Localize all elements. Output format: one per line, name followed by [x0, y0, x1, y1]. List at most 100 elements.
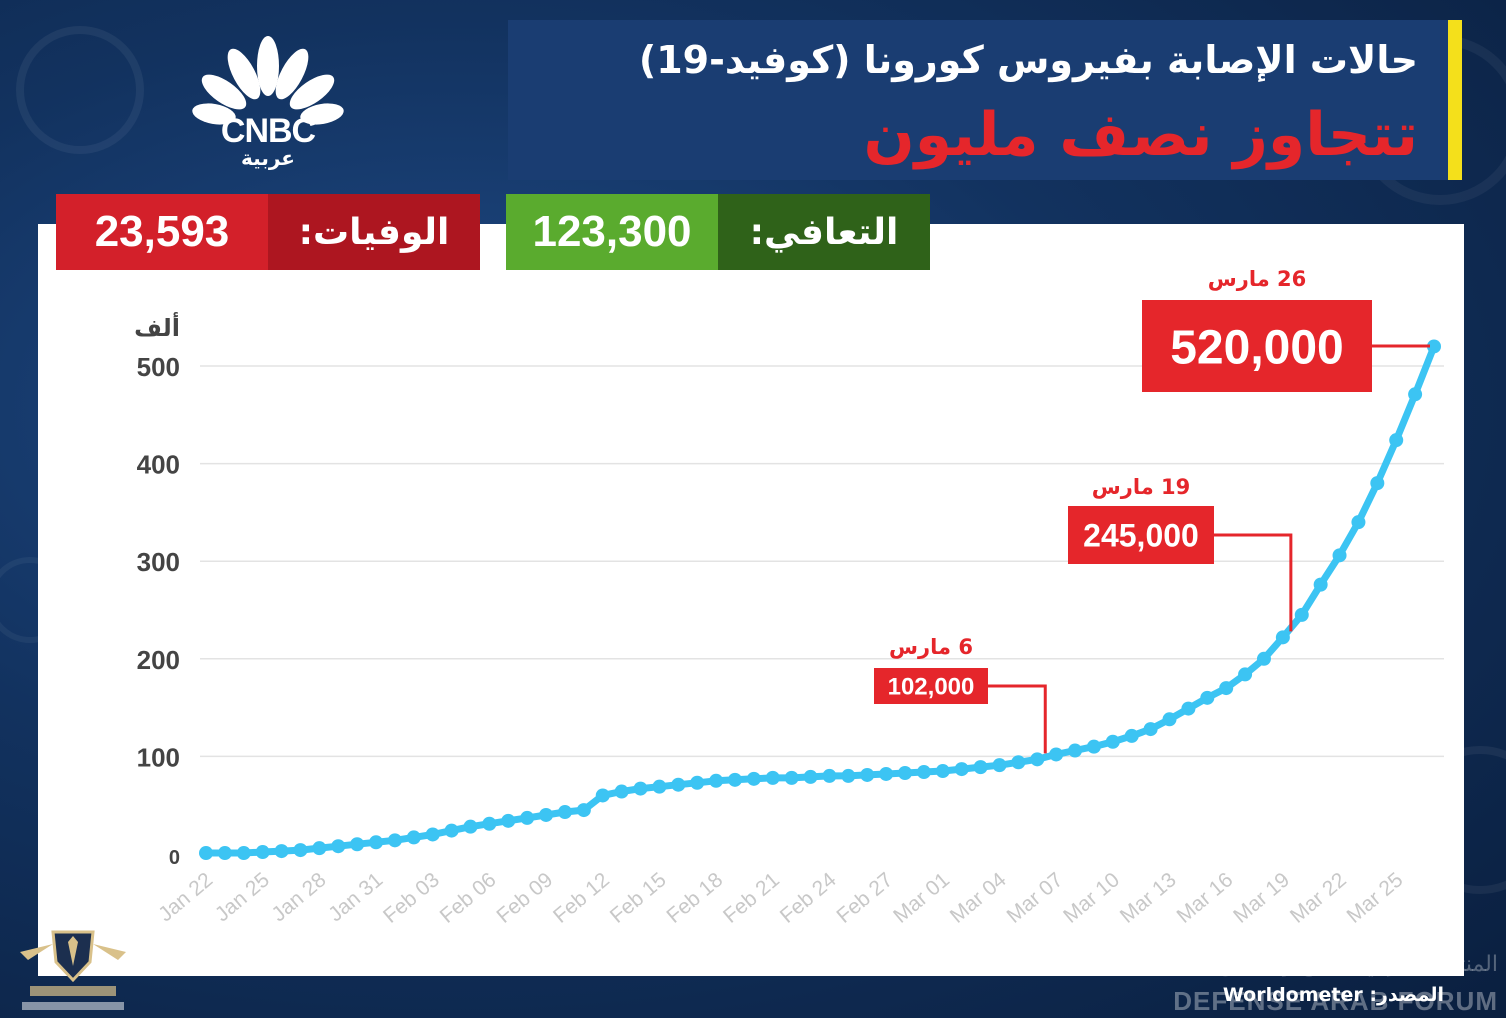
data-point [1030, 752, 1045, 767]
title-accent-bar [1448, 20, 1462, 180]
brand-sub: عربية [241, 146, 295, 170]
annotation-value: 520,000 [1170, 321, 1344, 374]
brand-name: CNBC [220, 112, 316, 150]
data-point [709, 773, 724, 788]
annotation-connector [988, 684, 1047, 754]
chart-panel: 0 100 200 300 400 500 ألف Jan 22 Jan 25 Jan 28 Jan… [38, 224, 1464, 976]
x-tick-label: Mar 16 [1173, 868, 1238, 928]
data-point [992, 758, 1007, 773]
data-point [1389, 433, 1404, 448]
y-tick-label: 200 [137, 645, 180, 675]
data-point [1049, 747, 1064, 762]
data-point [557, 805, 572, 820]
x-tick-label: Jan 31 [324, 868, 387, 926]
data-point [879, 766, 894, 781]
data-point [784, 770, 799, 785]
x-tick-label: Jan 28 [267, 868, 330, 926]
data-point [652, 779, 667, 794]
data-point [199, 846, 213, 861]
x-tick-label: Feb 24 [776, 868, 841, 928]
data-point [595, 788, 610, 803]
annotation-date: 19 مارس [1092, 475, 1191, 499]
annotation-date: 6 مارس [889, 635, 973, 659]
title-line-2: تتجاوز نصف مليون [863, 100, 1418, 170]
data-point [916, 765, 931, 780]
x-tick-label: Jan 22 [154, 868, 217, 926]
x-tick-label: Feb 15 [606, 868, 671, 928]
data-point [954, 762, 969, 777]
data-point [369, 835, 384, 850]
data-point [350, 837, 365, 852]
data-point [935, 764, 950, 779]
data-point [803, 769, 818, 784]
data-point [406, 830, 421, 845]
y-tick-label: 300 [137, 547, 180, 577]
y-unit-label: ألف [134, 312, 180, 342]
data-point [576, 803, 591, 818]
data-point [1011, 755, 1026, 770]
title-line-1: حالات الإصابة بفيروس كورونا (كوفيد-19) [638, 38, 1418, 82]
data-point [501, 813, 516, 828]
cnbc-peacock-icon [192, 36, 344, 125]
data-point [425, 827, 440, 842]
source-text: المصدر: Worldometer [1222, 984, 1444, 1006]
data-point [973, 760, 988, 775]
x-tick-label: Mar 19 [1229, 868, 1294, 928]
data-point [1219, 681, 1234, 696]
data-point [463, 819, 478, 834]
x-tick-label: Mar 07 [1003, 868, 1068, 928]
deaths-value: 23,593 [56, 194, 268, 270]
data-point [1408, 387, 1423, 402]
data-point [765, 770, 780, 785]
data-point [690, 775, 705, 790]
data-point [1086, 739, 1101, 754]
data-point [1124, 728, 1139, 743]
data-point [331, 839, 346, 854]
data-point [671, 777, 686, 792]
data-point [746, 771, 761, 786]
data-point [1313, 577, 1328, 592]
data-point [1370, 476, 1385, 491]
x-tick-label: Feb 09 [492, 868, 557, 928]
recovered-value: 123,300 [506, 194, 718, 270]
x-tick-label: Mar 04 [946, 868, 1011, 928]
data-point [727, 772, 742, 787]
data-point [1351, 515, 1366, 530]
data-point [1181, 701, 1196, 716]
x-tick-label: Mar 22 [1286, 868, 1351, 928]
annotation-box [874, 668, 988, 704]
data-point [1275, 630, 1290, 645]
title-box: حالات الإصابة بفيروس كورونا (كوفيد-19) ت… [508, 20, 1462, 180]
x-tick-label: Feb 18 [662, 868, 727, 928]
watermark-english: DEFENSE ARAB FORUM [1173, 986, 1498, 1016]
data-point [1294, 607, 1309, 622]
data-point [1068, 743, 1083, 758]
data-point [1200, 690, 1215, 705]
watermark-arabic: المنتدى العربي للدفاع والتسليح [1215, 952, 1498, 977]
x-tick-label: Feb 03 [379, 868, 444, 928]
data-point [614, 784, 629, 799]
deaths-label: الوفيات: [268, 194, 480, 270]
annotation-box [1068, 506, 1214, 564]
data-point [274, 844, 289, 859]
x-tick-label: Feb 27 [832, 868, 897, 928]
data-point [482, 816, 497, 831]
y-tick-label: 0 [169, 847, 180, 869]
data-point [255, 845, 270, 860]
y-tick-label: 400 [137, 450, 180, 480]
x-tick-label: Mar 25 [1343, 868, 1408, 928]
x-tick-label: Jan 25 [211, 868, 274, 926]
recovered-stat: 123,300 التعافي: [506, 194, 930, 270]
y-tick-label: 500 [137, 352, 180, 382]
x-tick-label: Feb 06 [436, 868, 501, 928]
y-tick-label: 100 [137, 742, 180, 772]
deaths-stat: 23,593 الوفيات: [56, 194, 480, 270]
data-point [1143, 722, 1158, 737]
data-point [898, 765, 913, 780]
data-point [539, 807, 554, 822]
data-point [1105, 734, 1120, 749]
x-tick-label: Mar 13 [1116, 868, 1181, 928]
data-point [217, 846, 232, 861]
annotation-value: 245,000 [1083, 518, 1199, 554]
